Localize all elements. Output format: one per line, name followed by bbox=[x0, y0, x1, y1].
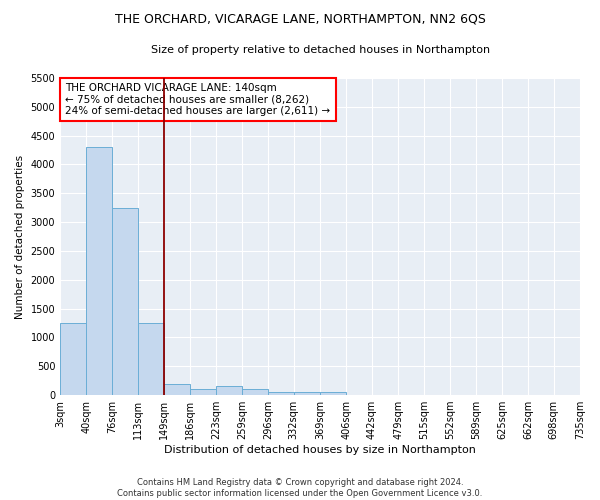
X-axis label: Distribution of detached houses by size in Northampton: Distribution of detached houses by size … bbox=[164, 445, 476, 455]
Bar bbox=[294, 392, 320, 395]
Bar bbox=[138, 323, 164, 395]
Bar bbox=[86, 147, 112, 395]
Bar bbox=[190, 390, 217, 395]
Bar bbox=[268, 392, 294, 395]
Title: Size of property relative to detached houses in Northampton: Size of property relative to detached ho… bbox=[151, 45, 490, 55]
Text: THE ORCHARD VICARAGE LANE: 140sqm
← 75% of detached houses are smaller (8,262)
2: THE ORCHARD VICARAGE LANE: 140sqm ← 75% … bbox=[65, 83, 331, 116]
Bar bbox=[217, 386, 242, 395]
Bar bbox=[60, 323, 86, 395]
Text: THE ORCHARD, VICARAGE LANE, NORTHAMPTON, NN2 6QS: THE ORCHARD, VICARAGE LANE, NORTHAMPTON,… bbox=[115, 12, 485, 26]
Bar bbox=[242, 390, 268, 395]
Bar bbox=[164, 384, 190, 395]
Bar bbox=[112, 208, 138, 395]
Text: Contains HM Land Registry data © Crown copyright and database right 2024.
Contai: Contains HM Land Registry data © Crown c… bbox=[118, 478, 482, 498]
Bar bbox=[320, 392, 346, 395]
Y-axis label: Number of detached properties: Number of detached properties bbox=[15, 154, 25, 318]
